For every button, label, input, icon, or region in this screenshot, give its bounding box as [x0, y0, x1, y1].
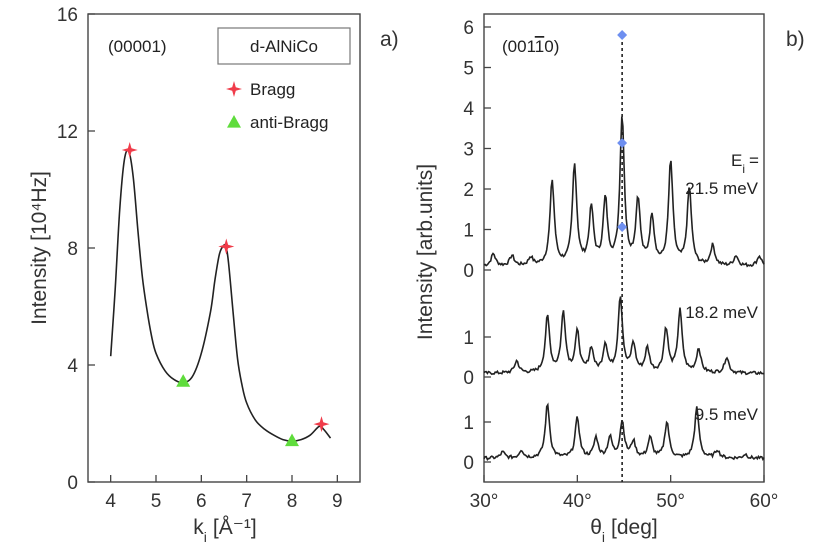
panel-a-curve — [109, 149, 332, 442]
spectrum-curve — [483, 402, 765, 462]
panel-a-annotation: (00001) — [108, 37, 167, 56]
panel-b-ytick-label: 1 — [463, 221, 474, 242]
panel-b-ytick-label: 5 — [463, 59, 474, 80]
panel-b-xtick-label: 50° — [656, 491, 685, 512]
panel-a-xtick-label: 6 — [196, 491, 207, 512]
panel-b-frame — [483, 13, 765, 483]
anti-bragg-marker — [176, 374, 191, 387]
panel-b-xlabel: θi [deg] — [590, 516, 658, 545]
sample-label-box — [217, 27, 351, 65]
sample-label: d-AlNiCo — [250, 37, 318, 56]
panel-b-ytick-label: 0 — [463, 453, 474, 474]
panel-a-ytick-label: 12 — [57, 122, 78, 143]
legend-anti-bragg-label: anti-Bragg — [250, 113, 328, 132]
panel-b-ylabel: Intensity [arb.units] — [414, 164, 437, 340]
panel-b-xtick-label: 40° — [563, 491, 592, 512]
panel-b-ytick-label: 1 — [463, 413, 474, 434]
ei-label-main: E — [731, 151, 742, 170]
panel-b-ytick-label: 0 — [463, 368, 474, 389]
bragg-marker — [313, 416, 330, 433]
panel-a: 0 4 8 12 16 4 5 6 7 8 9 (00001) d-AlNiCo Bragg an… — [28, 5, 399, 545]
series-label-18-2: 18.2 meV — [685, 303, 758, 322]
panel-a-ytick-label: 0 — [67, 473, 78, 494]
panel-a-xtick-label: 7 — [241, 491, 252, 512]
bragg-marker — [121, 142, 138, 158]
bragg-marker — [218, 238, 235, 255]
panel-a-xtick-label: 9 — [332, 491, 343, 512]
panel-b-ytick-label: 3 — [463, 140, 474, 161]
anti-bragg-marker — [285, 433, 299, 447]
legend-anti-bragg-triangle-icon — [227, 115, 241, 128]
legend-bragg-label: Bragg — [250, 80, 295, 99]
panel-a-xtick-label: 8 — [287, 491, 298, 512]
ei-label: Ei = — [731, 151, 759, 176]
panel-b-xlabel-unit: [deg] — [611, 516, 658, 539]
panel-a-tag: a) — [380, 28, 399, 51]
panel-a-ylabel: Intensity [10⁴Hz] — [28, 171, 51, 325]
panel-a-ytick-label: 16 — [57, 5, 78, 26]
panel-a-ytick-label: 4 — [67, 356, 78, 377]
panel-b-xlabel-main: θ — [590, 516, 602, 539]
panel-b-ytick-label: 1 — [463, 328, 474, 349]
panel-a-xlabel-main: k — [193, 516, 204, 539]
panel-b-tag: b) — [786, 28, 805, 51]
spectrum-curve — [483, 116, 765, 268]
panel-b-ytick-label: 0 — [463, 261, 474, 282]
panel-b-annotation-suffix: 0) — [544, 37, 559, 56]
panel-a-xlabel-unit: [Å⁻¹] — [213, 516, 257, 539]
series-label-9-5: 9.5 meV — [695, 405, 759, 424]
ei-label-sub: i — [742, 162, 745, 176]
panel-b-xlabel-sub: i — [602, 529, 605, 545]
peak-diamond-marker — [617, 222, 628, 232]
panel-a-xlabel-sub: i — [204, 529, 207, 545]
panel-b-annotation: (00110) — [502, 37, 559, 56]
series-label-21-5: 21.5 meV — [685, 179, 758, 198]
panel-a-xtick-label: 4 — [105, 491, 116, 512]
panel-b-ytick-label: 6 — [463, 18, 474, 39]
panel-b-ytick-label: 4 — [463, 99, 474, 120]
peak-diamond-marker — [617, 138, 628, 148]
spectrum-curve — [483, 296, 765, 376]
legend-bragg-star-icon — [226, 81, 242, 97]
panel-a-ytick-label: 8 — [67, 239, 78, 260]
panel-b-annotation-prefix: (001 — [502, 37, 536, 56]
peak-diamond-marker — [617, 30, 628, 40]
panel-b-ytick-label: 2 — [463, 180, 474, 201]
panel-b-xtick-label: 30° — [470, 491, 499, 512]
panel-b-annotation-overbar: 1 — [535, 37, 544, 56]
panel-b-xtick-label: 60° — [750, 491, 779, 512]
panel-a-xtick-label: 5 — [151, 491, 162, 512]
legend: Bragg anti-Bragg — [226, 80, 328, 132]
panel-a-xlabel: ki [Å⁻¹] — [193, 516, 256, 545]
ei-label-eq: = — [749, 151, 759, 170]
